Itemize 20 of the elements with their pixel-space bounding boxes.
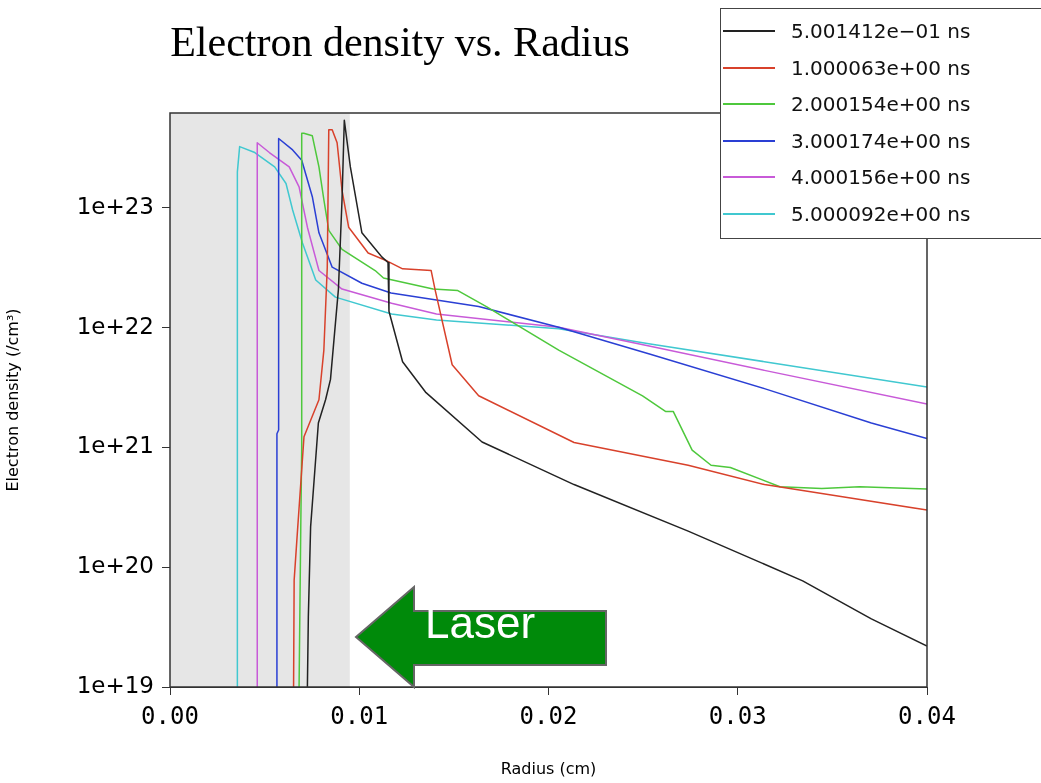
x-tick-label: 0.01 — [330, 701, 389, 730]
y-tick-label: 1e+20 — [76, 552, 154, 579]
legend-label: 3.000174e+00 ns — [791, 128, 971, 153]
x-tick-label: 0.04 — [898, 701, 956, 730]
x-tick-label: 0.00 — [141, 701, 199, 730]
legend-label: 1.000063e+00 ns — [791, 55, 971, 80]
legend-label: 2.000154e+00 ns — [791, 92, 971, 117]
legend-label: 4.000156e+00 ns — [791, 165, 971, 190]
y-tick-label: 1e+21 — [76, 432, 154, 459]
x-tick-label: 0.03 — [708, 701, 767, 730]
y-tick-label: 1e+22 — [76, 312, 154, 339]
legend-label: 5.000092e+00 ns — [791, 201, 971, 226]
annotation: Laser — [425, 598, 536, 648]
chart-title: Electron density vs. Radius — [169, 18, 631, 66]
y-tick-label: 1e+23 — [76, 192, 154, 219]
x-axis-title: Radius (cm) — [500, 758, 597, 778]
legend-label: 5.001412e−01 ns — [791, 19, 971, 44]
x-tick-label: 0.02 — [519, 701, 578, 730]
y-axis-title: Electron density (/cm³) — [2, 308, 22, 492]
y-tick-label: 1e+19 — [76, 671, 154, 698]
